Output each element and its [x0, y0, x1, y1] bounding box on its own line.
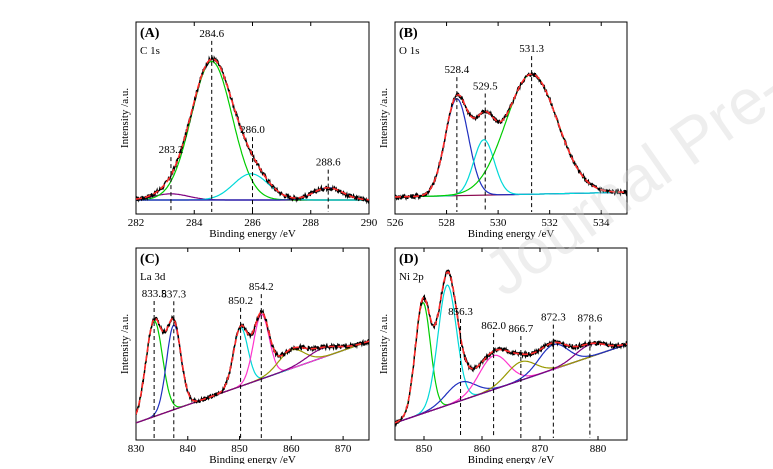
peak-label-b-2: 529.5 [473, 80, 498, 92]
peak-label-c-4: 854.2 [249, 281, 274, 293]
peak-label-b-1: 528.4 [444, 64, 469, 76]
plot-area-c [136, 294, 369, 438]
x-tick-label-b-1: 526 [387, 217, 404, 229]
component-c-2 [136, 324, 369, 424]
panel-a: 283.2 284.6 286.0 288.6 282 284 286 288 290 (A) C … [119, 21, 378, 240]
x-tick-label-a-1: 282 [128, 217, 145, 229]
panel-b: 528.4 529.5 531.3 526 528 530 532 534 (B) O 1s Bin… [378, 21, 628, 240]
peak-label-d-3: 866.7 [508, 323, 533, 335]
panel-subtitle-a: C 1s [140, 45, 160, 57]
fit-line-b [395, 73, 627, 198]
plot-area-a [136, 40, 369, 212]
panel-subtitle-b: O 1s [399, 45, 419, 57]
x-tick-label-a-3: 286 [244, 217, 261, 229]
panel-title-c: (C) [140, 252, 160, 267]
plot-area-b [395, 56, 627, 212]
fit-line-c [136, 311, 369, 415]
component-d-7 [395, 343, 627, 424]
plot-area-d [395, 269, 627, 438]
x-axis-label-a: Binding energy /eV [209, 228, 296, 240]
x-axis-label-b: Binding energy /eV [468, 228, 555, 240]
component-b-1 [395, 98, 627, 198]
y-axis-label-a: Intensity /a.u. [119, 88, 131, 148]
x-tick-label-d-3: 870 [532, 443, 549, 455]
panel-subtitle-d: Ni 2p [399, 271, 424, 283]
x-tick-label-c-1: 830 [128, 443, 145, 455]
x-axis-label-d: Binding energy /eV [468, 454, 555, 464]
y-axis-label-c: Intensity /a.u. [119, 314, 131, 374]
x-axis-label-c: Binding energy /eV [209, 454, 296, 464]
fit-line-d [395, 271, 627, 424]
peak-label-d-1: 856.3 [448, 306, 473, 318]
x-tick-label-a-2: 284 [186, 217, 203, 229]
x-tick-label-d-1: 850 [416, 443, 433, 455]
x-tick-label-c-4: 860 [283, 443, 300, 455]
peak-label-a-2: 284.6 [199, 28, 224, 40]
x-tick-label-d-4: 880 [590, 443, 607, 455]
y-axis-label-b: Intensity /a.u. [378, 88, 390, 148]
panel-d: 856.3 862.0 866.7 872.3 878.6 850 860 870 880 (D)… [378, 247, 628, 466]
peak-label-c-2: 837.3 [161, 288, 186, 300]
x-tick-label-b-5: 534 [593, 217, 610, 229]
x-tick-label-a-5: 290 [361, 217, 378, 229]
peak-label-b-3: 531.3 [519, 43, 544, 55]
peak-label-d-5: 878.6 [578, 313, 603, 325]
peak-label-a-3: 286.0 [240, 124, 265, 136]
x-tick-label-c-3: 850 [231, 443, 248, 455]
panel-title-b: (B) [399, 26, 418, 41]
peak-label-d-4: 872.3 [541, 312, 566, 324]
x-tick-label-a-4: 288 [303, 217, 320, 229]
panel-title-a: (A) [140, 26, 160, 41]
y-axis-label-d: Intensity /a.u. [378, 314, 390, 374]
panel-subtitle-c: La 3d [140, 271, 166, 283]
experimental-line-d [395, 269, 627, 428]
peak-label-c-3: 850.2 [228, 295, 253, 307]
component-b-3 [395, 73, 627, 198]
fit-line-a [136, 57, 369, 201]
x-tick-label-c-2: 840 [180, 443, 197, 455]
x-tick-label-b-4: 532 [541, 217, 558, 229]
peak-label-c-1: 833.5 [142, 288, 167, 300]
component-a-4 [136, 187, 369, 201]
panel-frame-c [135, 247, 370, 441]
peak-label-d-2: 862.0 [481, 320, 506, 332]
x-tick-label-b-3: 530 [490, 217, 507, 229]
panel-title-d: (D) [399, 252, 419, 267]
peak-label-a-1: 283.2 [159, 144, 184, 156]
x-tick-label-c-5: 870 [335, 443, 352, 455]
peak-label-a-4: 288.6 [316, 157, 341, 169]
component-c-3 [136, 327, 369, 424]
x-tick-label-d-2: 860 [474, 443, 491, 455]
x-tick-label-b-2: 528 [438, 217, 455, 229]
experimental-line-b [395, 71, 627, 201]
panel-frame-b [394, 21, 628, 215]
